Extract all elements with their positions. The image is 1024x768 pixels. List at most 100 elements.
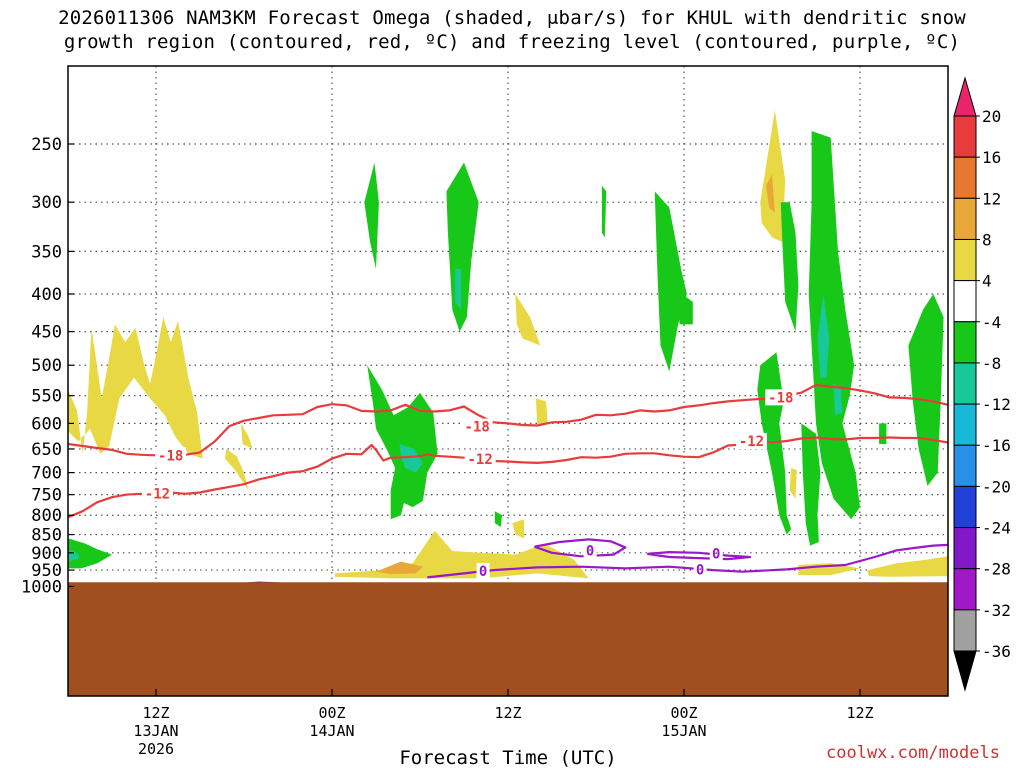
y-tick-label: 500 [31,356,62,376]
omega-region [399,444,423,473]
omega-region [494,511,503,527]
x-tick-label: 2026 [138,740,174,758]
y-tick-label: 800 [31,506,62,526]
omega-region [908,294,944,486]
y-tick-label: 250 [31,135,62,155]
y-tick-label: 950 [31,561,62,581]
omega-region [760,110,786,243]
y-tick-label: 400 [31,285,62,305]
x-tick-label: 13JAN [133,722,178,740]
y-tick-label: 650 [31,440,62,460]
y-tick-label: 450 [31,323,62,343]
chart-title-line-1: 2026011306 NAM3KM Forecast Omega (shaded… [58,7,966,29]
omega-region [676,290,693,325]
colorbar-label: 4 [982,272,992,291]
credit-text: coolwx.com/models [826,743,1000,763]
contour-label: -18 [768,390,793,406]
omega-region [512,519,525,539]
chart-title-line-2: growth region (contoured, red, ºC) and f… [63,31,961,53]
omega-region [364,162,379,270]
colorbar-bin [953,362,977,405]
contour-label-bg [461,418,493,435]
ground-layer [68,582,948,696]
colorbar-label: 12 [982,189,1001,208]
omega-region [766,174,775,213]
x-axis-title: Forecast Time (UTC) [399,747,616,768]
colorbar-bin [953,444,977,487]
contour-label: 0 [712,547,720,563]
omega-region [446,162,479,332]
colorbar-bin [953,568,977,611]
y-tick-label: 350 [31,242,62,262]
omega-region [224,449,249,491]
x-tick-label: 12Z [846,704,873,722]
colorbar-label: 20 [982,107,1001,126]
omega-region [68,538,112,569]
colorbar-bin [953,238,977,282]
y-tick-label: 700 [31,464,62,484]
y-axis-ticks: 2503003504004505005506006507007508008509… [21,135,74,597]
contour-label-bg [583,542,597,559]
y-tick-label: 1000 [21,577,62,597]
omega-region [780,202,799,332]
colorbar-bin [953,321,977,364]
x-tick-label: 00Z [670,704,697,722]
contour-label-bg [735,432,767,449]
contour-label: 0 [586,543,594,559]
omega-region [455,269,462,310]
contour-label: -18 [158,448,183,464]
colorbar: 20 16 12 8 4 -4 -8 -12 -16 -20 -24 -28 -32 -36 [953,76,1011,692]
omega-region [654,191,687,372]
y-tick-label: 750 [31,486,62,506]
omega-region [808,131,860,520]
contour-label: -12 [739,434,764,450]
contour-line [534,538,627,558]
y-tick-label: 600 [31,414,62,434]
contour-label-bg [693,561,707,578]
omega-region [367,365,438,520]
x-tick-label: 00Z [318,704,345,722]
omega-region [879,423,887,444]
omega-region [376,561,423,575]
contour-label-bg [476,563,490,580]
contour-label: -12 [467,452,492,468]
colorbar-label: -32 [982,601,1011,620]
colorbar-label: 16 [982,148,1001,167]
contour-line [647,550,752,561]
omega-region [867,556,948,577]
colorbar-label: -24 [982,519,1011,538]
y-tick-label: 900 [31,544,62,564]
x-tick-label: 15JAN [661,722,706,740]
contour-label-bg [464,451,496,468]
contour-line [68,383,948,457]
colorbar-label: -36 [982,642,1011,661]
y-tick-label: 850 [31,526,62,546]
colorbar-label: -4 [982,313,1001,332]
contour-label: -18 [465,420,490,436]
omega-region [601,185,607,238]
colorbar-label: -16 [982,436,1011,455]
colorbar-label: -28 [982,560,1011,579]
y-tick-label: 300 [31,193,62,213]
contour-label-bg [709,545,723,562]
omega-region [334,530,589,579]
x-tick-label: 14JAN [309,722,354,740]
omega-region [241,423,253,449]
y-tick-label: 550 [31,387,62,407]
ground-surface [68,582,948,696]
omega-region [833,383,843,416]
omega-region [817,294,830,378]
colorbar-bin [953,403,977,446]
contour-label-bg [155,447,187,464]
omega-region [789,468,797,499]
colorbar-top-arrow [953,76,977,117]
colorbar-bin [953,197,977,240]
contour-label-bg [141,485,173,502]
omega-region [515,294,541,346]
colorbar-label: -12 [982,395,1011,414]
colorbar-bin [953,115,977,158]
colorbar-bin [953,609,977,652]
x-tick-label: 12Z [494,704,521,722]
